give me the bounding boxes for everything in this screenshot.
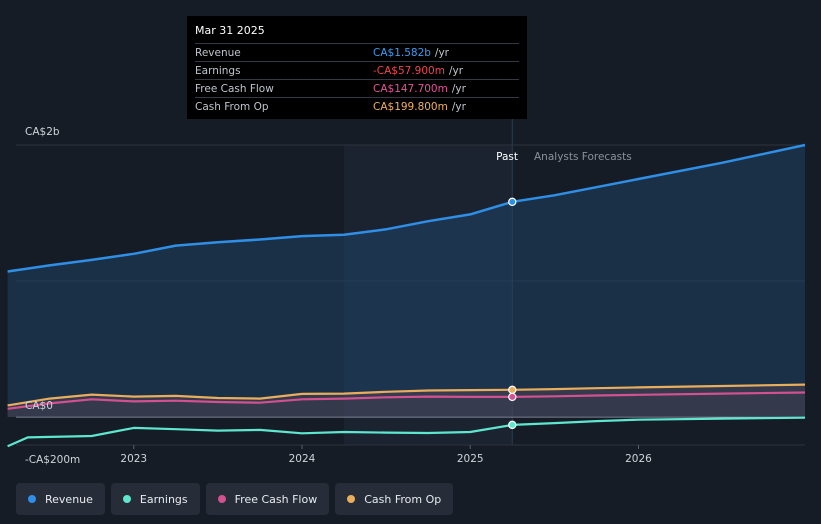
tooltip-label: Earnings (195, 64, 241, 77)
tooltip-row-cash-from-op: Cash From Op CA$199.800m /yr (195, 97, 519, 115)
legend-item-revenue[interactable]: Revenue (16, 483, 105, 515)
revenue-dot-icon (28, 495, 36, 503)
revenue-area (7, 145, 806, 417)
x-tick-label: 2024 (289, 453, 316, 465)
y-tick-label: CA$2b (25, 126, 60, 138)
tooltip-value: CA$147.700m (373, 82, 448, 95)
tooltip: Mar 31 2025 Revenue CA$1.582b /yr Earnin… (187, 16, 527, 119)
cash-from-op-dot-icon (347, 495, 356, 503)
legend-label: Earnings (139, 492, 188, 506)
tooltip-label: Cash From Op (195, 100, 269, 113)
earnings-marker (508, 420, 517, 430)
cash-from-op-marker (508, 385, 517, 395)
x-tick-label: 2025 (457, 453, 484, 465)
legend-item-earnings[interactable]: Earnings (110, 483, 200, 515)
tooltip-label: Revenue (195, 46, 241, 59)
tooltip-date: Mar 31 2025 (195, 24, 265, 37)
past-shaded-band (344, 145, 513, 445)
legend-label: Revenue (45, 492, 93, 506)
revenue-marker (508, 197, 517, 207)
legend-item-cash-from-op[interactable]: Cash From Op (335, 483, 454, 515)
earnings-dot-icon (122, 495, 131, 503)
tooltip-value: -CA$57.900m (373, 64, 445, 77)
cash-from-op-line (7, 383, 806, 407)
tooltip-value: CA$199.800m (373, 100, 448, 113)
tooltip-unit: /yr (451, 100, 466, 113)
past-label: Past (496, 151, 518, 163)
free-cash-flow-dot-icon (217, 495, 226, 503)
earnings-line (7, 416, 806, 448)
y-tick-label: -CA$200m (25, 454, 80, 466)
y-tick-label: CA$0 (25, 400, 53, 412)
free-cash-flow-marker (508, 392, 517, 402)
tooltip-unit: /yr (451, 82, 466, 95)
tooltip-unit: /yr (434, 46, 449, 59)
legend-label: Cash From Op (364, 492, 442, 506)
free-cash-flow-line (7, 391, 806, 410)
tooltip-row-free-cash-flow: Free Cash Flow CA$147.700m /yr (195, 79, 519, 97)
legend-item-free-cash-flow[interactable]: Free Cash Flow (205, 483, 330, 515)
tooltip-label: Free Cash Flow (195, 82, 274, 95)
cash-from-op-area (7, 384, 806, 417)
x-tick-label: 2023 (120, 453, 147, 465)
forecast-label: Analysts Forecasts (534, 151, 632, 163)
legend: Revenue Earnings Free Cash Flow Cash Fro… (16, 483, 454, 515)
tooltip-row-earnings: Earnings -CA$57.900m /yr (195, 61, 519, 79)
tooltip-value: CA$1.582b (373, 46, 431, 59)
tooltip-row-revenue: Revenue CA$1.582b /yr (195, 43, 519, 61)
legend-label: Free Cash Flow (234, 492, 318, 506)
tooltip-unit: /yr (448, 64, 464, 77)
revenue-line (7, 143, 806, 273)
x-tick-label: 2026 (625, 453, 652, 465)
